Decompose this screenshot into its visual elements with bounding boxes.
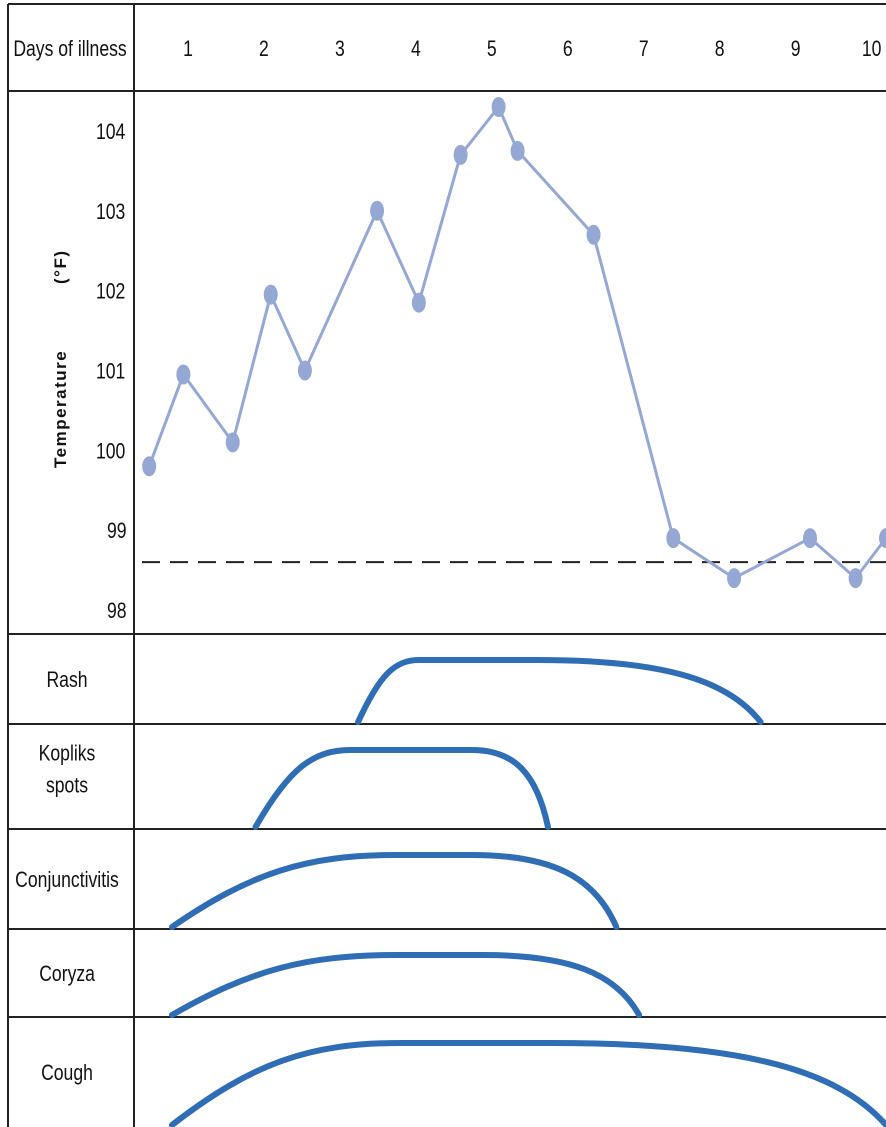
condition-conjunctivitis: Conjunctivitis [15,852,620,930]
temperature-point-6 [370,200,385,221]
temperature-point-13 [727,568,742,589]
day-label-6: 6 [563,37,573,61]
temperature-point-10 [510,140,525,161]
condition-label-rash: Rash [46,668,87,692]
temperature-point-1 [142,456,157,477]
y-tick-labels: 98 99 100 101 102 103 104 [96,120,127,623]
day-label-8: 8 [715,37,725,61]
condition-label-coryza: Coryza [39,962,96,986]
temperature-series [142,96,886,589]
temperature-point-12 [666,528,681,549]
condition-label-cough: Cough [41,1061,93,1085]
y-tick-102: 102 [96,280,125,304]
y-axis-title: Temperature [51,350,70,468]
y-tick-100: 100 [96,440,125,464]
temperature-line [147,104,886,581]
y-tick-104: 104 [96,120,125,144]
days-of-illness-label: Days of illness [13,37,126,61]
chart-frame [7,3,886,1127]
y-axis-unit: (°F) [51,249,70,284]
y-axis-label: Temperature (°F) [51,249,70,468]
day-label-7: 7 [639,37,649,61]
temperature-point-11 [586,224,601,245]
condition-curve-cough [168,1040,886,1127]
day-label-10: 10 [862,37,882,61]
temperature-point-4 [263,284,278,305]
y-tick-99: 99 [107,519,127,543]
temperature-point-5 [297,360,312,381]
temperature-point-7 [411,292,426,313]
day-label-1: 1 [183,37,193,61]
temperature-point-3 [225,432,240,453]
condition-curve-coryza [168,952,643,1018]
condition-curve-rash [355,657,764,725]
temperature-point-8 [453,144,468,165]
temperature-point-2 [176,364,191,385]
condition-cough: Cough [41,1040,886,1127]
day-label-4: 4 [411,37,421,61]
day-label-9: 9 [791,37,801,61]
day-labels: 1 2 3 4 5 6 7 8 9 10 [183,37,881,61]
y-tick-103: 103 [96,200,125,224]
day-label-3: 3 [335,37,345,61]
condition-coryza: Coryza [39,952,643,1018]
temperature-point-14 [803,528,818,549]
temperature-point-9 [491,96,506,117]
condition-label-kopliks-spots: Kopliks spots [39,742,96,798]
y-tick-98: 98 [107,599,127,623]
y-tick-101: 101 [96,360,125,384]
condition-kopliks-spots: Kopliks spots [39,742,551,830]
condition-curve-conjunctivitis [168,852,620,930]
condition-rows: Rash Kopliks spots Conjunctivitis Coryza Coug… [15,657,886,1127]
condition-curve-kopliks-spots [252,747,551,830]
temperature-point-16 [879,528,886,549]
day-label-2: 2 [259,37,269,61]
condition-label-conjunctivitis: Conjunctivitis [15,868,119,892]
condition-rash: Rash [46,657,764,725]
day-label-5: 5 [487,37,497,61]
temperature-point-15 [848,568,863,589]
